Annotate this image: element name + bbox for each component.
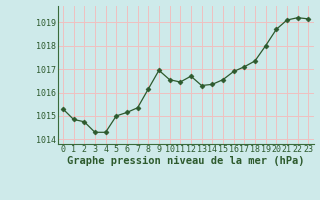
X-axis label: Graphe pression niveau de la mer (hPa): Graphe pression niveau de la mer (hPa) bbox=[67, 156, 304, 166]
